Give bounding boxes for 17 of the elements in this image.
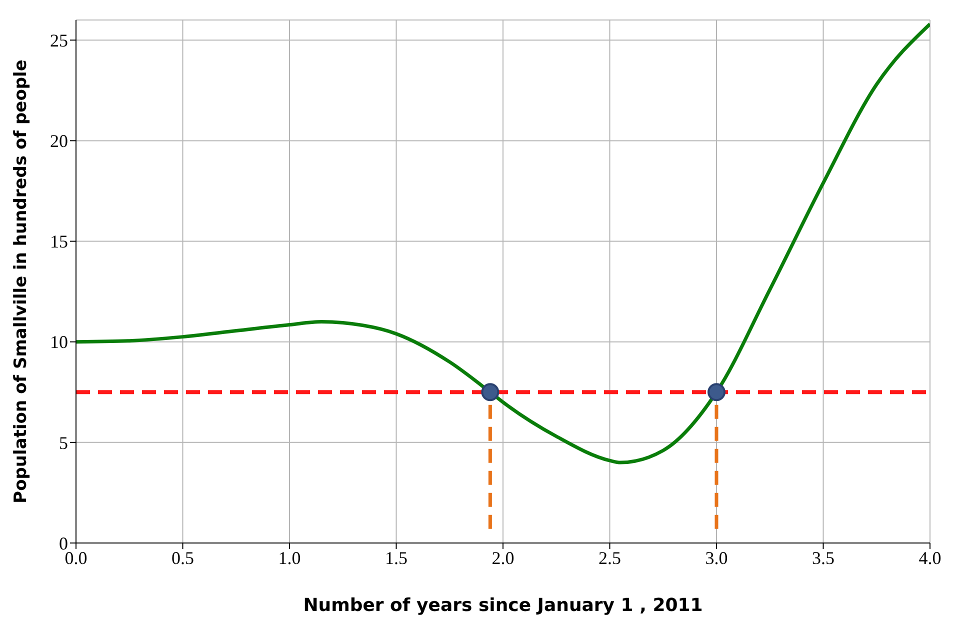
x-tick-label: 1.0 (278, 548, 301, 568)
line-series (76, 22, 930, 464)
y-tick-label: 15 (50, 232, 68, 252)
x-axis-title: Number of years since January 1 , 2011 (303, 595, 703, 616)
y-tick-label: 0 (59, 533, 68, 554)
y-tick-label: 25 (50, 30, 68, 51)
y-tick-label: 10 (50, 332, 68, 352)
x-tick-label: 0.5 (172, 548, 194, 568)
y-axis-title: Population of Smallville in hundreds of people (11, 60, 32, 504)
y-tick-label: 20 (50, 131, 68, 152)
x-tick-label: 2.0 (492, 548, 514, 568)
y-tick-label: 5 (59, 432, 68, 453)
x-tick-label: 3.0 (705, 548, 728, 568)
x-tick-label: 3.5 (812, 548, 834, 568)
x-tick-label: 2.5 (598, 548, 621, 568)
x-tick-label: 4.0 (918, 548, 942, 568)
x-tick-label: 1.5 (385, 548, 408, 568)
